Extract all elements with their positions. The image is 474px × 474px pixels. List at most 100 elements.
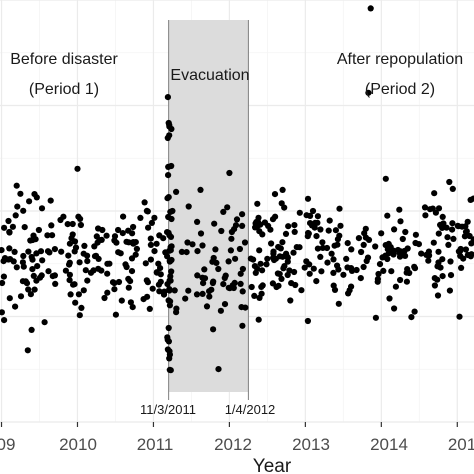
data-point (123, 238, 130, 245)
data-point (140, 296, 147, 303)
data-point (309, 207, 317, 215)
data-point (25, 286, 32, 293)
data-point (259, 267, 266, 274)
data-point (447, 272, 455, 279)
data-point (272, 213, 279, 220)
data-point (226, 169, 233, 177)
data-point (358, 248, 365, 256)
data-point (117, 250, 124, 257)
data-point (435, 248, 442, 255)
data-point (220, 281, 227, 288)
data-point (402, 252, 409, 259)
data-point (461, 233, 468, 240)
data-point (392, 283, 399, 290)
data-point (279, 239, 286, 246)
data-point (446, 287, 453, 294)
data-point (199, 242, 206, 249)
data-point (39, 257, 46, 264)
x-tick-label-2009: 09 (0, 435, 15, 454)
data-point (155, 260, 162, 267)
data-point (0, 273, 7, 280)
data-point (37, 248, 45, 255)
data-point (0, 247, 5, 254)
data-point (104, 289, 111, 296)
x-tick-label-2013: 2013 (292, 435, 330, 454)
data-point (390, 247, 397, 254)
data-point (23, 280, 31, 287)
data-point (76, 312, 83, 319)
data-point (72, 299, 79, 306)
data-point (151, 248, 158, 255)
data-point (45, 268, 52, 275)
data-point (274, 270, 281, 277)
data-point (125, 284, 132, 291)
data-point (305, 229, 312, 237)
data-point (146, 305, 153, 312)
data-point (269, 280, 276, 287)
data-point (344, 264, 351, 271)
data-point (1, 224, 8, 231)
data-point (74, 165, 81, 172)
data-point (402, 228, 409, 236)
data-point (360, 263, 367, 271)
data-point (276, 253, 283, 260)
data-point (71, 281, 78, 288)
data-point (292, 281, 299, 289)
data-point (238, 304, 245, 311)
data-point (183, 249, 190, 256)
data-point (435, 230, 442, 237)
data-point (164, 134, 171, 142)
data-point (28, 326, 35, 333)
data-point (166, 348, 173, 355)
data-point (449, 226, 456, 233)
data-point (456, 313, 463, 320)
data-point (130, 223, 137, 231)
event-date-label-1: 11/3/2011 (140, 402, 196, 417)
data-point (166, 355, 173, 362)
data-point (41, 319, 48, 326)
data-point (296, 244, 303, 251)
data-point (49, 273, 56, 280)
data-point (95, 225, 102, 232)
data-point (215, 366, 222, 373)
data-point (314, 245, 321, 252)
data-point (346, 287, 353, 294)
data-point (9, 223, 16, 230)
data-point (255, 316, 262, 323)
data-point (458, 264, 465, 271)
data-point (206, 293, 213, 300)
data-point (118, 297, 125, 304)
data-point (62, 267, 69, 274)
data-point (264, 255, 271, 262)
data-point (290, 249, 297, 256)
data-point (254, 200, 261, 207)
data-point (285, 223, 292, 230)
data-point (29, 266, 36, 273)
data-point (6, 229, 13, 236)
x-tick-label-2015: 201 (448, 435, 474, 454)
data-point (164, 195, 171, 202)
data-point (348, 246, 355, 253)
data-point (334, 241, 341, 248)
data-point (11, 248, 18, 255)
data-point (217, 307, 224, 314)
data-point (375, 270, 382, 278)
data-point (340, 271, 347, 278)
data-point (284, 254, 291, 261)
data-point (439, 224, 446, 231)
data-point (372, 243, 379, 250)
x-axis-ticks (0, 422, 458, 427)
data-point (291, 222, 298, 229)
data-point (75, 291, 82, 298)
data-point (166, 366, 173, 373)
data-point (87, 269, 95, 276)
data-point (155, 281, 162, 288)
data-point (271, 191, 279, 198)
data-point (278, 200, 285, 207)
data-point (304, 317, 311, 325)
data-point (221, 301, 229, 308)
data-point (167, 298, 174, 305)
data-point (435, 205, 443, 212)
data-point (256, 228, 263, 235)
